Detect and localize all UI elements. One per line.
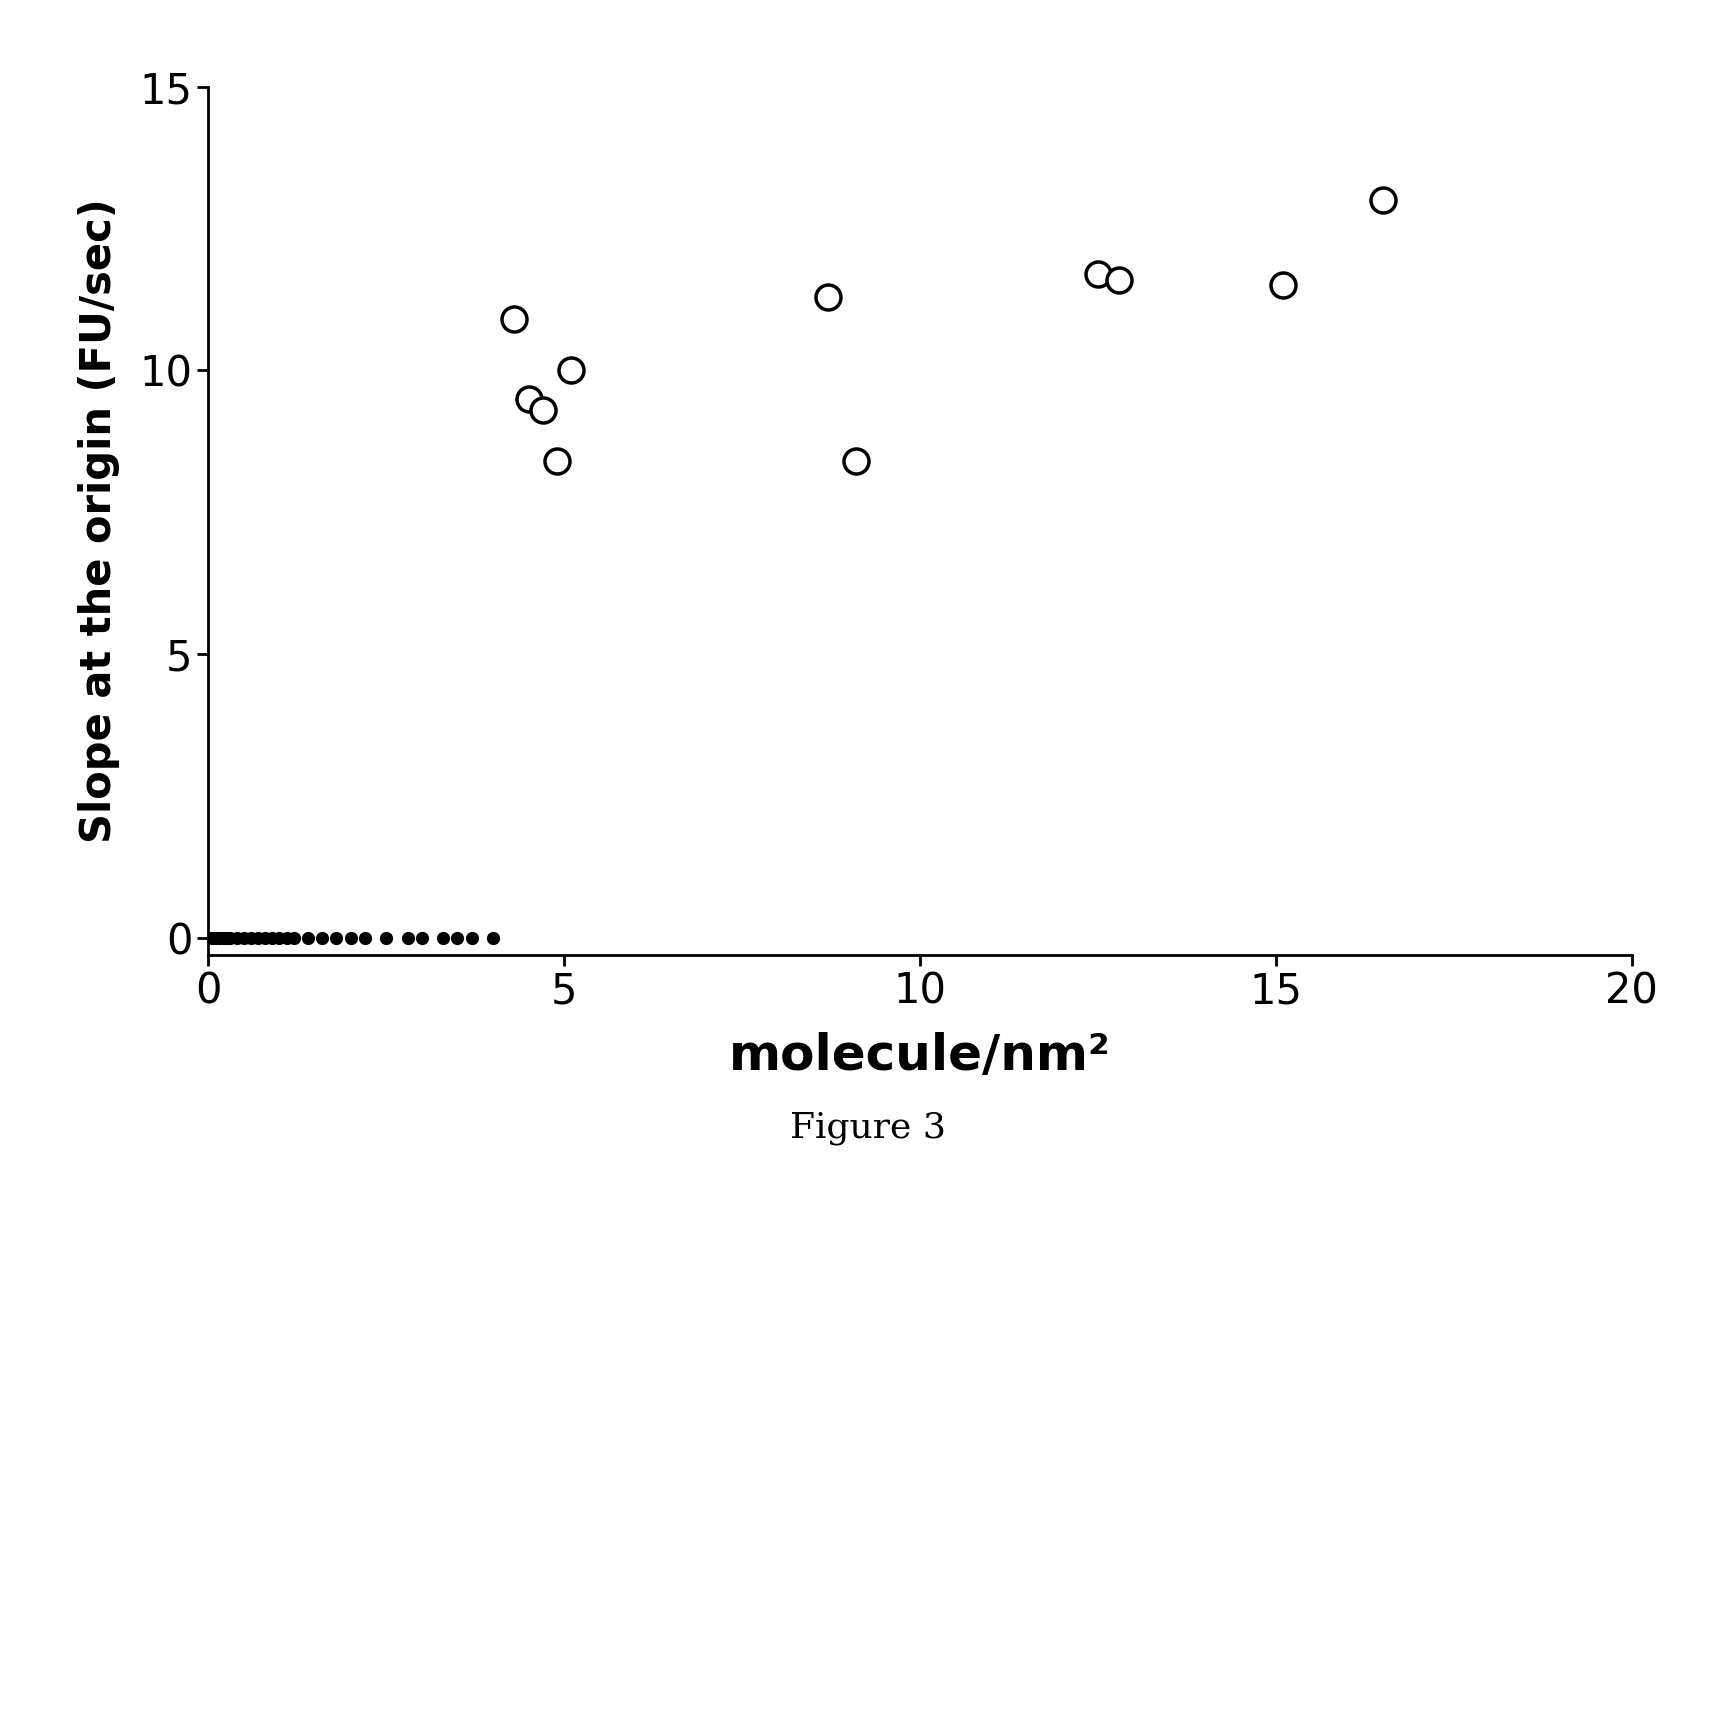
Text: Figure 3: Figure 3	[790, 1111, 946, 1146]
Y-axis label: Slope at the origin (FU/sec): Slope at the origin (FU/sec)	[78, 198, 120, 844]
X-axis label: molecule/nm²: molecule/nm²	[729, 1033, 1111, 1080]
